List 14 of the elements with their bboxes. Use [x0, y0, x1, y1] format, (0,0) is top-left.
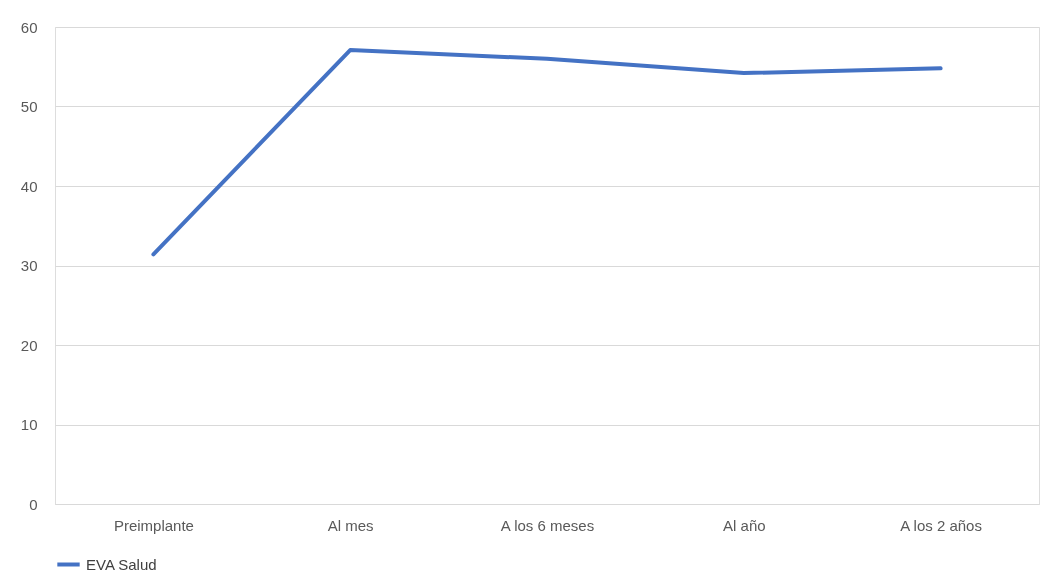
x-tick-label: Al año	[723, 516, 766, 534]
y-tick-label: 60	[20, 18, 38, 36]
x-tick-label: Al mes	[327, 516, 374, 534]
x-tick-label: Preimplante	[113, 516, 194, 534]
line-series	[151, 48, 943, 257]
x-tick-label: A los 6 meses	[500, 516, 595, 534]
y-tick-label: 20	[20, 336, 38, 354]
x-tick-label: A los 2 años	[900, 516, 982, 534]
y-tick-label: 30	[20, 257, 38, 274]
y-tick-label: 0	[29, 495, 38, 513]
y-tick-label: 40	[20, 177, 38, 195]
y-tick-label: 10	[20, 416, 38, 433]
legend-label: EVA Salud	[86, 555, 157, 573]
y-tick-label: 50	[20, 98, 38, 115]
